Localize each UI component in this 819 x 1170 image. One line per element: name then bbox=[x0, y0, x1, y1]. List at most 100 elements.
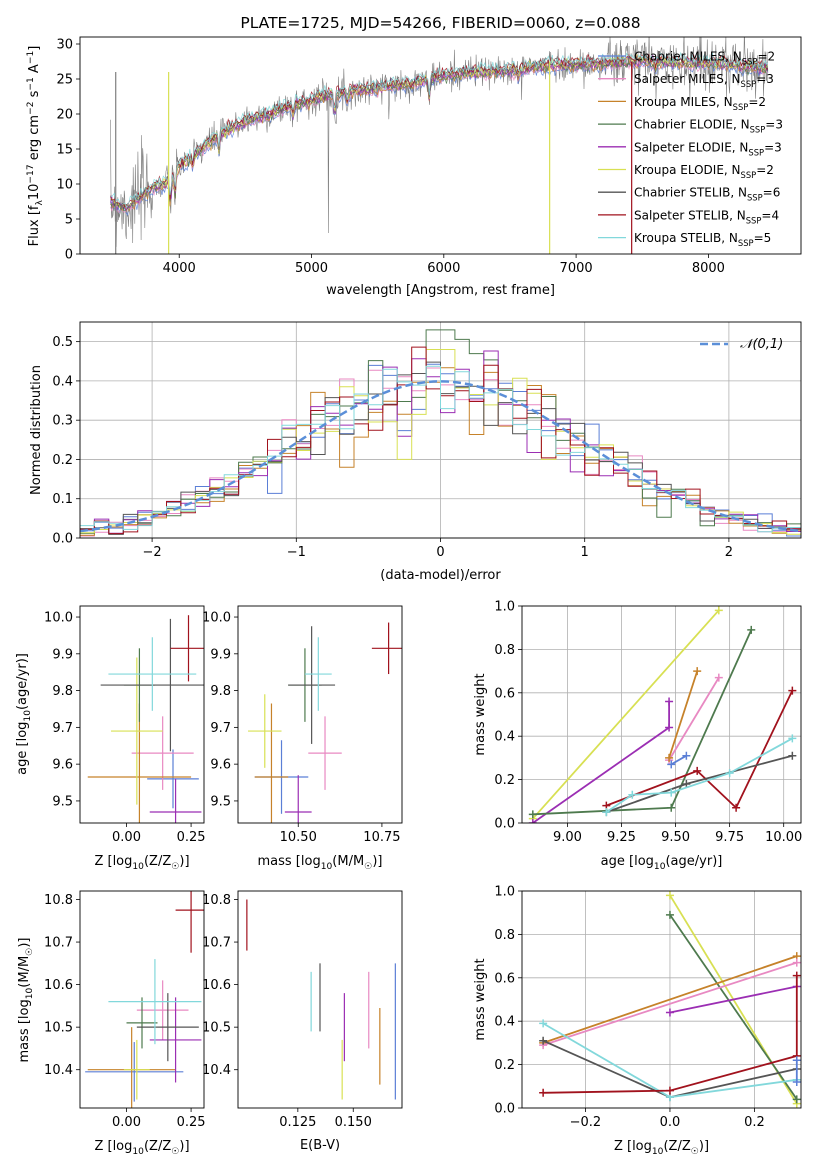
y-tick-label: 9.6 bbox=[210, 758, 231, 773]
x-tick-label: 6000 bbox=[427, 261, 460, 276]
plus-marker bbox=[665, 891, 674, 900]
x-tick-label: 0.25 bbox=[177, 1115, 206, 1130]
plus-marker bbox=[792, 1095, 801, 1104]
plot-area-mass_vs_ebv bbox=[246, 899, 396, 1100]
x-axis-label: Z [log10(Z/Z☉)] bbox=[614, 1139, 709, 1157]
y-tick-label: 15 bbox=[56, 143, 73, 158]
plus-marker bbox=[602, 808, 611, 817]
y-axis-label: Flux [fλ10−17 erg cm−2 s−1 A−1] bbox=[26, 46, 45, 247]
age_vs_Z-frame bbox=[79, 605, 205, 824]
plus-marker bbox=[665, 1008, 674, 1017]
legend-entry: Kroupa ELODIE, NSSP=2 bbox=[634, 163, 774, 180]
plus-marker bbox=[665, 910, 674, 919]
plus-marker bbox=[792, 1077, 801, 1086]
y-tick-label: 0.4 bbox=[494, 1015, 515, 1030]
y-axis-label: mass weight bbox=[473, 958, 488, 1040]
legend-entry: Salpeter STELIB, NSSP=4 bbox=[634, 208, 779, 225]
x-tick-label: 7000 bbox=[560, 261, 593, 276]
plus-marker bbox=[788, 734, 797, 743]
legend-entry: Kroupa STELIB, NSSP=5 bbox=[634, 231, 771, 248]
mass_vs_ebv-frame bbox=[237, 890, 403, 1109]
x-tick-label: 0.125 bbox=[279, 1115, 316, 1130]
normal-curve bbox=[80, 380, 801, 533]
y-tick-label: 9.6 bbox=[52, 758, 73, 773]
y-tick-label: 10.4 bbox=[202, 1063, 231, 1078]
residuals-frame bbox=[79, 321, 802, 539]
x-tick-label: 9.50 bbox=[661, 830, 690, 845]
legend-entry: Chabrier ELODIE, NSSP=3 bbox=[634, 118, 783, 135]
weight-line bbox=[543, 975, 798, 1094]
model-spectrum-line bbox=[110, 51, 769, 209]
x-tick-label: 0.150 bbox=[335, 1115, 372, 1130]
plus-marker bbox=[792, 1056, 801, 1065]
plus-marker bbox=[788, 686, 797, 695]
y-axis-label: mass weight bbox=[473, 673, 488, 755]
y-tick-label: 10.4 bbox=[44, 1063, 73, 1078]
x-tick-label: 9.00 bbox=[553, 830, 582, 845]
plot-area-spectrum bbox=[110, 37, 769, 254]
plus-marker bbox=[682, 751, 691, 760]
plot-area-residuals bbox=[80, 329, 801, 537]
plus-marker bbox=[528, 819, 537, 823]
mass_vs_Z-frame bbox=[79, 890, 205, 1109]
y-tick-label: 1.0 bbox=[494, 600, 515, 615]
y-tick-label: 5 bbox=[65, 213, 73, 228]
weight-line bbox=[532, 701, 670, 823]
axes-residuals: −2 −1 0 1 2 0.0 0.1 0.2 0.3 0.4 0.5 bbox=[52, 322, 801, 560]
y-tick-label: 10.8 bbox=[44, 893, 73, 908]
plus-marker bbox=[667, 760, 676, 769]
plus-marker bbox=[788, 751, 797, 760]
plus-marker bbox=[792, 958, 801, 967]
plus-marker bbox=[732, 803, 741, 812]
x-tick-label: 9.25 bbox=[607, 830, 636, 845]
legend-entry: 𝒩(0,1) bbox=[740, 337, 783, 352]
plus-marker bbox=[539, 1088, 548, 1097]
axes-age_vs_Z: 0.00 0.25 9.5 9.6 9.7 9.8 9.9 10.0 bbox=[44, 611, 206, 845]
chart-title: PLATE=1725, MJD=54266, FIBERID=0060, z=0… bbox=[240, 14, 640, 32]
y-tick-label: 30 bbox=[56, 38, 73, 53]
weight-line bbox=[532, 609, 720, 820]
x-tick-label: 4000 bbox=[163, 261, 196, 276]
y-tick-label: 0.2 bbox=[494, 773, 515, 788]
weight-line bbox=[668, 670, 699, 759]
x-tick-label: −2 bbox=[143, 545, 162, 560]
x-tick-label: −1 bbox=[287, 545, 306, 560]
axes-spectrum: 4000 5000 6000 7000 8000 0 5 10 15 20 25 30 bbox=[56, 38, 724, 277]
y-tick-label: 10.0 bbox=[44, 611, 73, 626]
histogram-step bbox=[80, 329, 801, 535]
plus-marker bbox=[714, 673, 723, 682]
y-tick-label: 0.3 bbox=[52, 414, 73, 429]
y-tick-label: 0.4 bbox=[52, 374, 73, 389]
y-tick-label: 10.7 bbox=[44, 936, 73, 951]
y-tick-label: 0.6 bbox=[494, 686, 515, 701]
y-tick-label: 25 bbox=[56, 73, 73, 88]
x-tick-label: 10.50 bbox=[280, 830, 317, 845]
y-tick-label: 10.6 bbox=[202, 978, 231, 993]
plus-marker bbox=[725, 769, 734, 778]
plus-marker bbox=[665, 723, 674, 732]
age_vs_mass-frame bbox=[237, 605, 403, 824]
plot-area-weight_vs_age bbox=[528, 606, 797, 823]
plus-marker bbox=[539, 1036, 548, 1045]
x-tick-label: 0.0 bbox=[660, 1115, 681, 1130]
y-tick-label: 0.4 bbox=[494, 730, 515, 745]
plus-marker bbox=[667, 803, 676, 812]
legend-entry: Chabrier MILES, NSSP=2 bbox=[634, 50, 775, 67]
axes-mass_vs_ebv: 0.125 0.150 10.4 10.5 10.6 10.7 10.8 bbox=[202, 893, 372, 1130]
plot-area-age_vs_Z bbox=[87, 615, 204, 823]
y-axis-label: mass [log10(M/M☉)] bbox=[17, 938, 35, 1063]
x-axis-label: wavelength [Angstrom, rest frame] bbox=[326, 283, 555, 298]
y-tick-label: 20 bbox=[56, 108, 73, 123]
plus-marker bbox=[747, 625, 756, 634]
y-tick-label: 10.7 bbox=[202, 936, 231, 951]
plus-marker bbox=[714, 606, 723, 615]
y-tick-label: 0.2 bbox=[52, 453, 73, 468]
weight-line bbox=[669, 914, 798, 1100]
weight-line bbox=[532, 629, 753, 816]
y-tick-label: 9.7 bbox=[52, 721, 73, 736]
weight_vs_age-frame bbox=[521, 605, 802, 824]
x-axis-label: Z [log10(Z/Z☉)] bbox=[94, 854, 189, 872]
x-tick-label: 5000 bbox=[295, 261, 328, 276]
x-tick-label: −0.2 bbox=[570, 1115, 602, 1130]
plus-marker bbox=[539, 1019, 548, 1028]
